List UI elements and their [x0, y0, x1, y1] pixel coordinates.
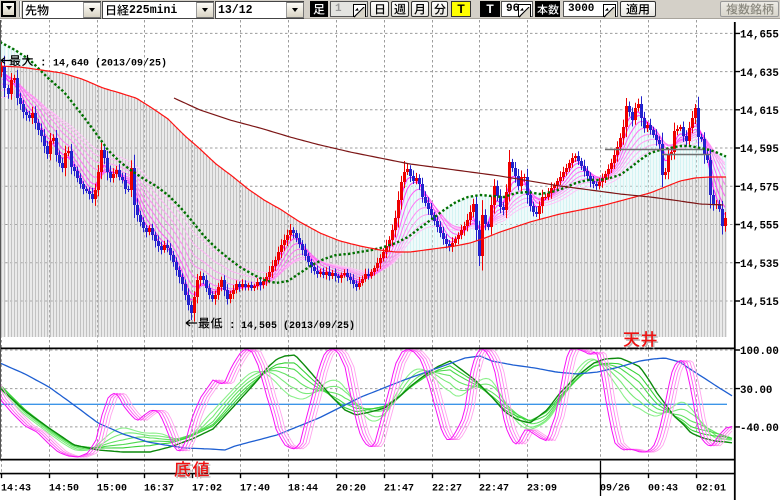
svg-text:14,640 (2013/09/25): 14,640 (2013/09/25) — [53, 57, 167, 69]
svg-text:21:47: 21:47 — [384, 484, 414, 495]
svg-text:16:37: 16:37 — [144, 484, 174, 495]
svg-text:02:01: 02:01 — [696, 484, 726, 495]
svg-text:17:02: 17:02 — [192, 484, 222, 495]
svg-text::: : — [40, 57, 47, 69]
svg-text:14,515: 14,515 — [740, 297, 779, 309]
svg-text:14,655: 14,655 — [740, 30, 779, 42]
svg-text:14,635: 14,635 — [740, 68, 779, 80]
svg-text:14:50: 14:50 — [49, 484, 79, 495]
svg-text:14,555: 14,555 — [740, 221, 779, 233]
svg-text:14,535: 14,535 — [740, 259, 779, 271]
svg-text:22:47: 22:47 — [479, 484, 509, 495]
svg-text:14,505 (2013/09/25): 14,505 (2013/09/25) — [241, 320, 355, 332]
svg-text:100.00: 100.00 — [740, 346, 779, 358]
svg-text:15:00: 15:00 — [97, 484, 127, 495]
svg-text:00:43: 00:43 — [648, 484, 678, 495]
svg-text:14,615: 14,615 — [740, 106, 779, 118]
svg-text:-40.00: -40.00 — [740, 423, 779, 435]
svg-text:17:40: 17:40 — [240, 484, 270, 495]
svg-text:23:09: 23:09 — [527, 484, 557, 495]
svg-text:18:44: 18:44 — [288, 484, 318, 495]
svg-text:14,595: 14,595 — [740, 144, 779, 156]
svg-text:22:27: 22:27 — [432, 484, 462, 495]
svg-text:14:43: 14:43 — [1, 484, 31, 495]
svg-text:20:20: 20:20 — [336, 484, 366, 495]
svg-text:30.00: 30.00 — [740, 385, 772, 397]
svg-text:14,575: 14,575 — [740, 183, 779, 195]
svg-text::: : — [229, 320, 236, 332]
svg-text:09/26: 09/26 — [600, 483, 630, 495]
